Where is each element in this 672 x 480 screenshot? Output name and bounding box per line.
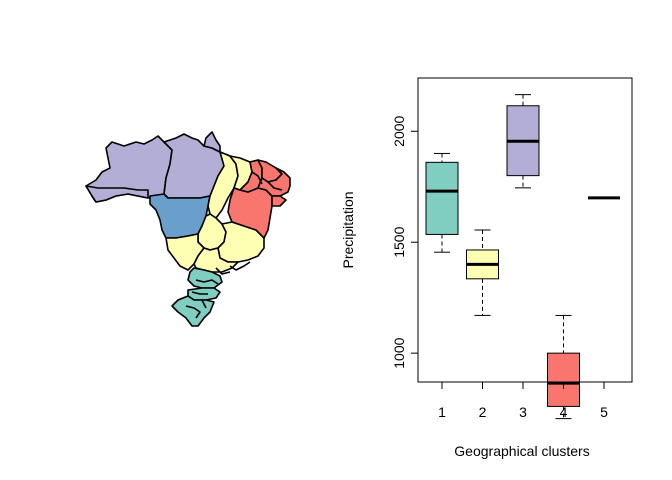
x-tick-label: 5 <box>600 404 608 420</box>
iqr-box <box>425 161 459 235</box>
x-tick-label: 3 <box>519 404 527 420</box>
map-border-details <box>185 171 283 319</box>
y-axis-title: Precipitation <box>340 191 356 268</box>
boxplot-boxes <box>425 94 620 420</box>
x-tick-label: 2 <box>479 404 487 420</box>
precipitation-boxplot: 1000 1500 2000 1 2 3 4 5 Precipitation Geograp… <box>340 77 633 459</box>
map-region-cluster-1-rio-grande-sul <box>171 295 215 327</box>
map-region-cluster-3-acre <box>85 185 149 203</box>
y-tick-label: 1000 <box>391 337 407 368</box>
x-tick-label: 4 <box>560 404 568 420</box>
box-cluster-1 <box>425 152 459 253</box>
map-region-cluster-4-rn-pb-pe <box>257 167 291 197</box>
y-tick-label: 2000 <box>391 115 407 146</box>
x-axis: 1 2 3 4 5 <box>438 381 608 420</box>
box-cluster-3 <box>506 94 540 189</box>
iqr-box <box>547 352 580 407</box>
map-region-cluster-3-amapa <box>203 131 221 153</box>
brazil-cluster-map <box>85 131 291 327</box>
y-axis: 1000 1500 2000 <box>391 115 419 369</box>
box-cluster-2 <box>466 229 499 316</box>
box-cluster-4 <box>547 314 580 420</box>
map-region-cluster-4-al-se <box>271 195 287 207</box>
x-tick-label: 1 <box>438 404 446 420</box>
y-tick-label: 1500 <box>391 226 407 257</box>
x-axis-title: Geographical clusters <box>454 443 589 459</box>
